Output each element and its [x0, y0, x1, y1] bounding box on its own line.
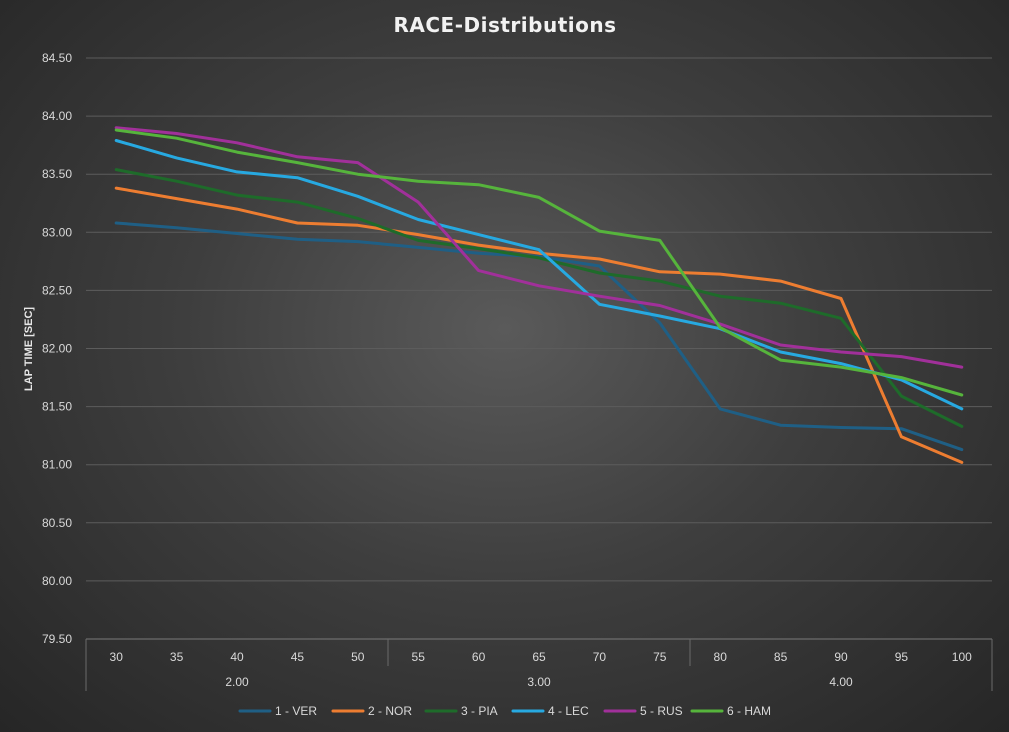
legend-label: 1 - VER — [275, 704, 317, 718]
x-tick-label: 95 — [895, 650, 909, 664]
x-group-label: 4.00 — [829, 675, 853, 689]
series-lines — [114, 126, 964, 464]
y-tick-label: 83.00 — [42, 225, 72, 239]
y-tick-label: 82.50 — [42, 283, 72, 297]
legend-label: 6 - HAM — [727, 704, 771, 718]
x-tick-label: 50 — [351, 650, 365, 664]
legend-entry[interactable]: 2 - NOR — [331, 704, 412, 718]
legend[interactable]: 1 - VER 2 - NOR 3 - PIA 4 - LEC 5 - RUS 6 - H… — [238, 704, 771, 718]
x-tick-label: 90 — [834, 650, 848, 664]
x-tick-label: 40 — [230, 650, 244, 664]
series-line-4 — [114, 139, 964, 411]
x-tick-label: 35 — [170, 650, 184, 664]
y-tick-label: 80.50 — [42, 516, 72, 530]
legend-entry[interactable]: 3 - PIA — [424, 704, 498, 718]
x-tick-label: 75 — [653, 650, 667, 664]
x-tick-label: 65 — [532, 650, 546, 664]
x-axis: 30 35 40 45 50 55 60 65 70 75 80 85 90 95 100 2.00 3.00 4… — [85, 638, 993, 691]
x-tick-label: 100 — [952, 650, 972, 664]
y-tick-label: 84.50 — [42, 51, 72, 65]
y-tick-label: 81.50 — [42, 400, 72, 414]
legend-entry[interactable]: 4 - LEC — [511, 704, 589, 718]
x-tick-label: 70 — [593, 650, 607, 664]
y-tick-label: 80.00 — [42, 574, 72, 588]
y-axis-ticks: 79.50 80.00 80.50 81.00 81.50 82.00 82.50 83.00… — [42, 51, 72, 646]
y-tick-label: 81.00 — [42, 458, 72, 472]
legend-label: 2 - NOR — [368, 704, 412, 718]
y-tick-label: 79.50 — [42, 632, 72, 646]
series-line-2 — [114, 186, 964, 464]
series-line-5 — [114, 126, 964, 369]
x-tick-label: 30 — [110, 650, 124, 664]
legend-label: 5 - RUS — [640, 704, 683, 718]
legend-label: 4 - LEC — [548, 704, 589, 718]
legend-entry[interactable]: 6 - HAM — [690, 704, 771, 718]
x-tick-label: 45 — [291, 650, 305, 664]
x-group-label: 2.00 — [225, 675, 249, 689]
y-tick-label: 82.00 — [42, 342, 72, 356]
x-tick-label: 85 — [774, 650, 788, 664]
gridlines — [86, 57, 992, 582]
legend-entry[interactable]: 5 - RUS — [603, 704, 683, 718]
legend-entry[interactable]: 1 - VER — [238, 704, 317, 718]
x-tick-label: 80 — [714, 650, 728, 664]
series-line-6 — [114, 128, 964, 397]
x-tick-label: 55 — [412, 650, 426, 664]
legend-label: 3 - PIA — [461, 704, 498, 718]
y-axis-label: LAP TIME [SEC] — [23, 307, 35, 391]
x-tick-label: 60 — [472, 650, 486, 664]
y-tick-label: 84.00 — [42, 109, 72, 123]
y-tick-label: 83.50 — [42, 167, 72, 181]
x-group-label: 3.00 — [527, 675, 551, 689]
series-line-3 — [114, 168, 964, 428]
chart-title: RACE-Distributions — [393, 13, 616, 37]
